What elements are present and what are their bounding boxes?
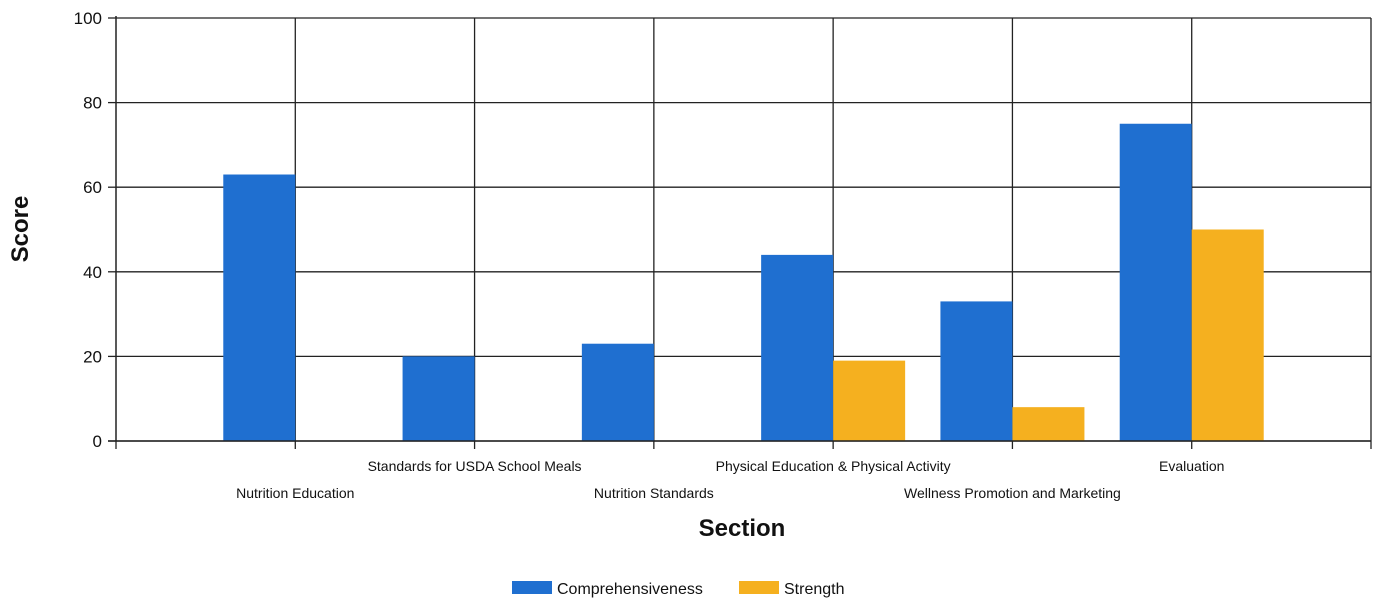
bar-strength: [833, 360, 906, 441]
y-tick-label: 0: [93, 432, 102, 451]
x-category-label: Nutrition Standards: [594, 485, 714, 501]
y-tick-label: 80: [83, 94, 102, 113]
y-axis-title: Score: [7, 196, 34, 263]
bar-comprehensiveness: [223, 174, 296, 441]
bar-comprehensiveness: [581, 343, 654, 441]
y-tick-label: 100: [74, 9, 102, 28]
x-category-labels: Nutrition Education Standards for USDA Sc…: [236, 458, 1224, 501]
x-category-label: Evaluation: [1159, 458, 1224, 474]
bars: [223, 123, 1264, 441]
y-tick-labels: 0 20 40 60 80 100: [74, 9, 102, 451]
x-category-label: Physical Education & Physical Activity: [716, 458, 951, 474]
y-tick-label: 40: [83, 263, 102, 282]
legend-label-comprehensiveness: Comprehensiveness: [557, 581, 703, 598]
grid: [116, 17, 1372, 442]
x-axis-title: Section: [699, 515, 786, 542]
bar-comprehensiveness: [402, 356, 475, 441]
axes: [108, 16, 1372, 449]
x-category-label: Nutrition Education: [236, 485, 354, 501]
legend-label-strength: Strength: [784, 581, 844, 598]
bar-strength: [1191, 229, 1264, 441]
y-tick-label: 20: [83, 347, 102, 366]
bar-comprehensiveness: [761, 254, 834, 441]
bar-comprehensiveness: [1119, 123, 1192, 441]
bar-comprehensiveness: [940, 301, 1013, 441]
legend: Comprehensiveness Strength: [512, 581, 844, 598]
bar-strength: [1012, 407, 1085, 441]
x-category-label: Wellness Promotion and Marketing: [904, 485, 1121, 501]
legend-swatch-comprehensiveness: [512, 581, 552, 594]
y-tick-label: 60: [83, 178, 102, 197]
legend-swatch-strength: [739, 581, 779, 594]
x-category-label: Standards for USDA School Meals: [368, 458, 582, 474]
